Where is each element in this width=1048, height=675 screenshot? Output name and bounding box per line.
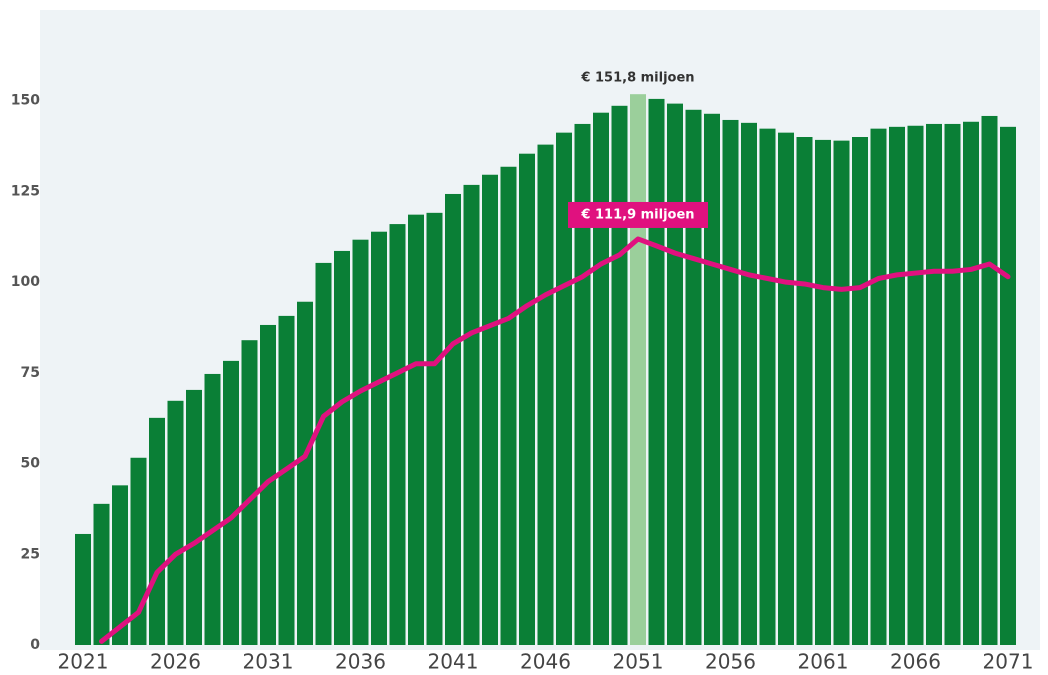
bar bbox=[926, 123, 942, 646]
line bbox=[99, 236, 1011, 644]
bar bbox=[371, 231, 387, 645]
x-tick-label: 2051 bbox=[613, 650, 664, 674]
bar bbox=[334, 250, 350, 646]
bar bbox=[278, 315, 295, 645]
bar bbox=[704, 113, 720, 645]
x-tick-label: 2056 bbox=[705, 650, 756, 674]
bar bbox=[685, 109, 702, 646]
y-tick-label: 0 bbox=[30, 637, 40, 653]
bar bbox=[482, 174, 498, 646]
bar bbox=[741, 122, 757, 645]
y-tick-label: 150 bbox=[11, 93, 40, 109]
x-tick-label: 2066 bbox=[890, 650, 941, 674]
bar bbox=[112, 485, 128, 645]
bar bbox=[186, 389, 202, 645]
bar bbox=[426, 212, 443, 645]
x-tick-label: 2021 bbox=[58, 650, 109, 674]
bar bbox=[796, 137, 813, 645]
bar bbox=[815, 139, 831, 645]
bar bbox=[593, 112, 609, 645]
y-tick-label: 25 bbox=[21, 546, 40, 562]
bar bbox=[1000, 126, 1016, 646]
bar bbox=[630, 94, 646, 645]
bar bbox=[556, 132, 572, 645]
x-tick-label: 2061 bbox=[798, 650, 849, 674]
bar bbox=[297, 301, 313, 645]
bar bbox=[149, 417, 165, 645]
bar bbox=[167, 400, 184, 645]
y-tick-label: 125 bbox=[11, 183, 40, 199]
bar bbox=[500, 166, 517, 646]
bar bbox=[75, 533, 91, 645]
bar bbox=[352, 239, 369, 645]
bar bbox=[241, 340, 258, 645]
line-label-box bbox=[568, 201, 708, 228]
x-tick-label: 2036 bbox=[335, 650, 386, 674]
bar-value-label: € 151,8 miljoen bbox=[580, 71, 694, 86]
y-tick-label: 50 bbox=[21, 456, 41, 472]
bar bbox=[778, 132, 794, 645]
y-tick-label: 75 bbox=[21, 365, 40, 381]
bar bbox=[223, 360, 239, 645]
bar bbox=[722, 119, 739, 645]
bar bbox=[519, 153, 535, 646]
bar bbox=[759, 128, 776, 645]
bar bbox=[93, 503, 110, 645]
bar bbox=[648, 98, 665, 645]
x-tick-label: 2046 bbox=[520, 650, 571, 674]
bar bbox=[944, 123, 961, 646]
bar bbox=[389, 224, 406, 646]
bar bbox=[463, 184, 480, 645]
bar bbox=[445, 193, 461, 645]
bar bbox=[408, 214, 424, 645]
bar bbox=[204, 373, 221, 645]
bar bbox=[852, 137, 868, 645]
x-tick-label: 2041 bbox=[428, 650, 479, 674]
bar bbox=[667, 103, 683, 646]
bar bbox=[315, 262, 332, 645]
y-tick-label: 100 bbox=[11, 274, 40, 290]
x-tick-label: 2026 bbox=[150, 650, 201, 674]
x-tick-label: 2031 bbox=[243, 650, 294, 674]
bar bbox=[907, 125, 924, 646]
bar bbox=[611, 105, 628, 645]
bar bbox=[833, 140, 850, 645]
bar bbox=[574, 123, 591, 646]
x-tick-label: 2071 bbox=[983, 650, 1034, 674]
line-value-label: € 111,9 miljoen bbox=[580, 207, 694, 222]
bar bbox=[963, 121, 979, 645]
bar bbox=[981, 115, 998, 645]
bar bbox=[870, 128, 887, 645]
bar bbox=[889, 126, 905, 646]
bar bbox=[537, 144, 554, 645]
